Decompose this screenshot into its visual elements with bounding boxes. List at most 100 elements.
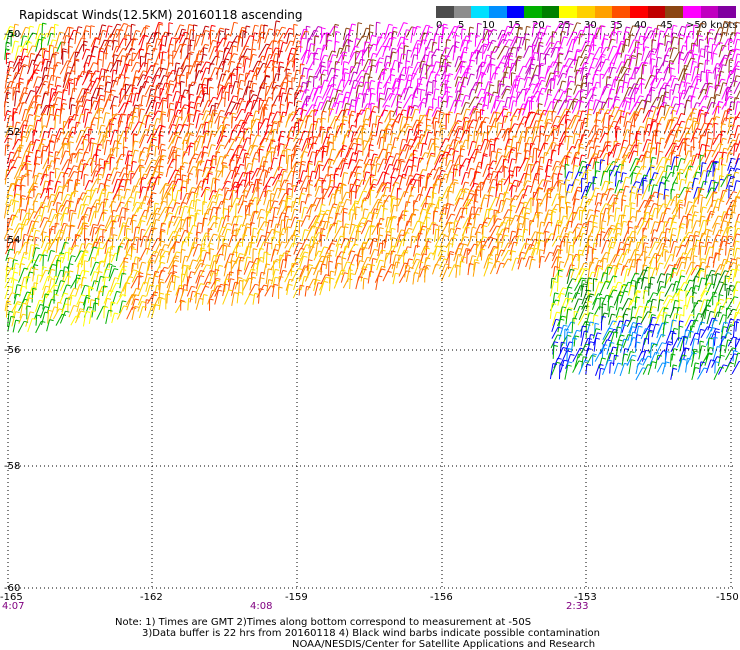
wind-barb-flag	[481, 61, 487, 64]
wind-barb	[33, 104, 39, 121]
wind-barb-flag	[203, 86, 209, 89]
wind-barb-flag	[597, 27, 602, 30]
wind-barb-flag	[173, 115, 179, 117]
wind-barb-flag	[81, 37, 86, 40]
wind-barb-flag	[605, 46, 611, 49]
wind-barb	[241, 114, 250, 130]
wind-barb-flag	[246, 25, 251, 28]
wind-barb-flag	[534, 178, 539, 181]
wind-barb-flag	[667, 165, 672, 168]
wind-barb-flag	[22, 175, 27, 177]
wind-barb	[368, 53, 374, 65]
wind-barb	[508, 63, 513, 80]
wind-barb-flag	[354, 45, 359, 48]
wind-barb-flag	[349, 114, 354, 117]
wind-barb-flag	[735, 48, 740, 51]
wind-barb	[27, 59, 33, 75]
wind-barb	[25, 90, 32, 103]
wind-barb	[347, 105, 351, 116]
wind-barb	[642, 100, 648, 114]
wind-barb-flag	[561, 30, 566, 33]
wind-barb	[181, 151, 184, 165]
wind-barb	[489, 91, 494, 104]
wind-barb-flag	[370, 102, 376, 105]
wind-barb	[489, 111, 495, 125]
wind-barb-flag	[679, 168, 685, 171]
wind-barb-flag	[168, 93, 173, 96]
wind-barb-flag	[244, 55, 249, 58]
wind-barb-flag	[334, 102, 339, 104]
wind-barb-flag	[666, 158, 671, 161]
wind-barb	[728, 101, 732, 115]
wind-barb	[473, 103, 479, 114]
wind-barb-flag	[169, 108, 175, 111]
wind-barb-flag	[445, 90, 451, 93]
wind-barb	[285, 113, 290, 128]
wind-barb-flag	[33, 101, 38, 104]
wind-barb	[571, 100, 579, 114]
wind-barb-flag	[550, 77, 556, 80]
wind-barb-flag	[562, 72, 567, 75]
wind-barb	[656, 78, 662, 89]
wind-barb-flag	[651, 86, 656, 89]
wind-barb-flag	[276, 29, 281, 32]
wind-barb-flag	[56, 108, 61, 111]
wind-barb-flag	[627, 67, 632, 70]
wind-barb	[132, 92, 137, 107]
wind-barb	[214, 37, 224, 53]
wind-barb	[592, 138, 596, 149]
wind-barb	[720, 110, 726, 125]
wind-barb-flag	[604, 86, 609, 88]
wind-barb-flag	[727, 108, 733, 111]
wind-barb	[103, 69, 106, 81]
wind-barb	[277, 40, 280, 52]
wind-barb-flag	[670, 171, 675, 174]
wind-barb-flag	[669, 106, 674, 109]
wind-barb-flag	[103, 52, 109, 55]
wind-barb	[305, 26, 307, 40]
wind-barb-flag	[361, 179, 367, 182]
wind-barb-flag	[109, 39, 114, 42]
wind-barb-flag	[509, 47, 514, 50]
wind-barb-flag	[573, 59, 578, 61]
wind-barb-flag	[178, 123, 183, 126]
wind-barb-flag	[58, 185, 64, 188]
wind-barb-flag	[478, 65, 484, 68]
wind-barb	[664, 35, 667, 47]
wind-barb	[130, 76, 136, 93]
wind-barb	[216, 97, 223, 110]
wind-barb-flag	[132, 160, 137, 163]
wind-barb-flag	[167, 32, 172, 35]
wind-barb-flag	[110, 148, 115, 151]
wind-barb-flag	[425, 46, 430, 49]
wind-barb	[728, 65, 736, 79]
wind-barb	[40, 37, 43, 51]
wind-barb	[53, 62, 58, 74]
wind-barb	[90, 37, 96, 48]
wind-barb-flag	[465, 101, 470, 104]
wind-barb	[334, 61, 337, 73]
wind-barb-flag	[690, 146, 696, 149]
legend-swatch	[700, 6, 719, 18]
wind-barb-flag	[102, 29, 107, 32]
wind-barb	[185, 24, 190, 40]
wind-barb-flag	[572, 31, 578, 34]
wind-barb-flag	[436, 48, 441, 51]
wind-barb	[118, 29, 120, 46]
wind-barb-flag	[250, 90, 255, 92]
wind-barb-flag	[593, 86, 598, 89]
wind-barb	[98, 30, 104, 46]
wind-barb	[105, 62, 111, 74]
wind-barb-flag	[266, 43, 271, 46]
wind-barb	[217, 73, 223, 89]
wind-barb-flag	[209, 86, 214, 89]
wind-barb-flag	[407, 125, 413, 128]
wind-barb	[537, 27, 541, 39]
wind-barb	[690, 43, 693, 54]
wind-barb-flag	[724, 117, 730, 120]
wind-barb-flag	[247, 112, 253, 115]
wind-barb-flag	[511, 72, 516, 75]
wind-barb-flag	[198, 169, 203, 171]
wind-barb-flag	[436, 110, 442, 113]
wind-barb-flag	[671, 129, 676, 132]
